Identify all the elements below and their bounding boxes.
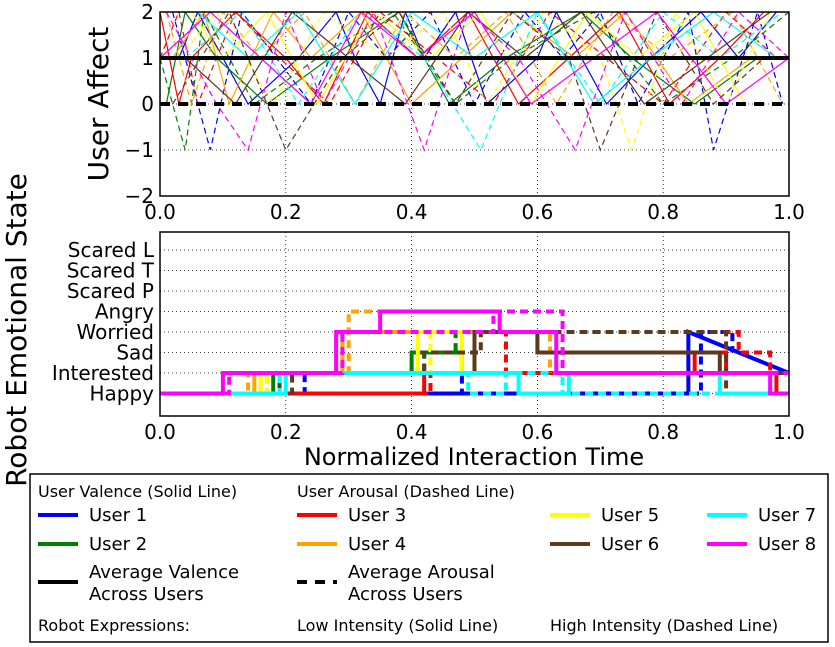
bottom-x-ticks: 0.0 0.2 0.4 0.6 0.8 1.0 [144, 420, 805, 444]
bottom-ytick-label: Happy [89, 382, 154, 406]
arousal-line-user-8 [165, 12, 789, 152]
bottom-xtick-label: 0.8 [647, 420, 679, 444]
legend-label-user-8: User 8 [758, 534, 816, 555]
avg-valence-label-1: Average Valence [89, 562, 239, 583]
legend-label-user-3: User 3 [348, 505, 406, 526]
high-intensity-label: High Intensity (Dashed Line) [550, 616, 778, 635]
top-xtick-label: 0.4 [396, 200, 428, 224]
top-average-lines [160, 56, 789, 106]
top-xtick-label: 0.8 [647, 200, 679, 224]
valence-header: User Valence (Solid Line) [38, 482, 237, 501]
legend-label-user-1: User 1 [89, 505, 147, 526]
user-affect-plot: −2 −1 0 1 2 0.0 0.2 0.4 0.6 0.8 1.0 User Affect [82, 0, 805, 224]
arousal-line-user-4 [165, 12, 784, 107]
top-xtick-label: 1.0 [773, 200, 805, 224]
bottom-xtick-label: 1.0 [773, 420, 805, 444]
top-ytick-label: 2 [141, 0, 154, 24]
normalized-interaction-time-xlabel: Normalized Interaction Time [304, 443, 644, 471]
robot-state-high-user-7 [160, 371, 727, 396]
bottom-ytick-label: Scared L [68, 238, 155, 262]
bottom-ytick-label: Scared P [67, 279, 154, 303]
bottom-ytick-label: Worried [77, 320, 155, 344]
bottom-xtick-label: 0.6 [521, 420, 553, 444]
arousal-header: User Arousal (Dashed Line) [297, 482, 515, 501]
legend-label-user-7: User 7 [758, 505, 816, 526]
robot-state-high-user-3 [160, 330, 773, 396]
robot-state-low-user-7 [160, 371, 789, 396]
legend-label-user-4: User 4 [348, 534, 406, 555]
top-ytick-label: −1 [125, 138, 154, 162]
robot-state-high-user-8 [160, 309, 789, 396]
legend: User Valence (Solid Line) User Arousal (… [29, 473, 829, 643]
bottom-ytick-label: Scared T [67, 259, 155, 283]
top-ytick-label: −2 [125, 184, 154, 208]
valence-line-user-8 [160, 12, 789, 105]
robot-emotional-state-label: Robot Emotional State [0, 173, 33, 487]
avg-arousal-label-1: Average Arousal [348, 562, 495, 583]
valence-line-user-6 [184, 12, 771, 105]
arousal-line-user-7 [184, 12, 784, 152]
legend-label-user-6: User 6 [601, 534, 659, 555]
legend-frame [29, 473, 829, 643]
bottom-xtick-label: 0.4 [396, 420, 428, 444]
robot-state-high-user-6 [160, 330, 777, 396]
top-xtick-label: 0.0 [144, 200, 176, 224]
avg-valence-label-2: Across Users [89, 584, 204, 605]
top-ytick-label: 0 [141, 92, 154, 116]
bottom-ytick-label: Angry [95, 300, 154, 324]
legend-entries: User 1 User 2 User 3 User 4 User 5 User 6 User… [38, 505, 816, 555]
bottom-series [160, 309, 790, 396]
valence-line-user-4 [172, 12, 752, 106]
valence-line-user-1 [178, 12, 777, 106]
bottom-plot-frame [159, 231, 790, 417]
top-x-ticks: 0.0 0.2 0.4 0.6 0.8 1.0 [144, 200, 805, 224]
bottom-ytick-label: Sad [116, 341, 154, 365]
legend-label-user-2: User 2 [89, 534, 147, 555]
bottom-xtick-label: 0.0 [144, 420, 176, 444]
arousal-line-user-3 [160, 12, 777, 107]
top-y-ticks: −2 −1 0 1 2 [125, 0, 154, 208]
top-ytick-label: 1 [141, 46, 154, 70]
valence-line-user-5 [190, 12, 746, 106]
top-plot-frame [159, 11, 790, 197]
legend-label-user-5: User 5 [601, 505, 659, 526]
robot-expressions-label: Robot Expressions: [38, 616, 190, 635]
avg-arousal-label-2: Across Users [348, 584, 463, 605]
user-affect-ylabel: User Affect [82, 27, 115, 182]
top-xtick-label: 0.2 [270, 200, 302, 224]
top-xtick-label: 0.6 [521, 200, 553, 224]
bottom-ytick-label: Interested [52, 361, 154, 385]
bottom-xtick-label: 0.2 [270, 420, 302, 444]
low-intensity-label: Low Intensity (Solid Line) [297, 616, 498, 635]
